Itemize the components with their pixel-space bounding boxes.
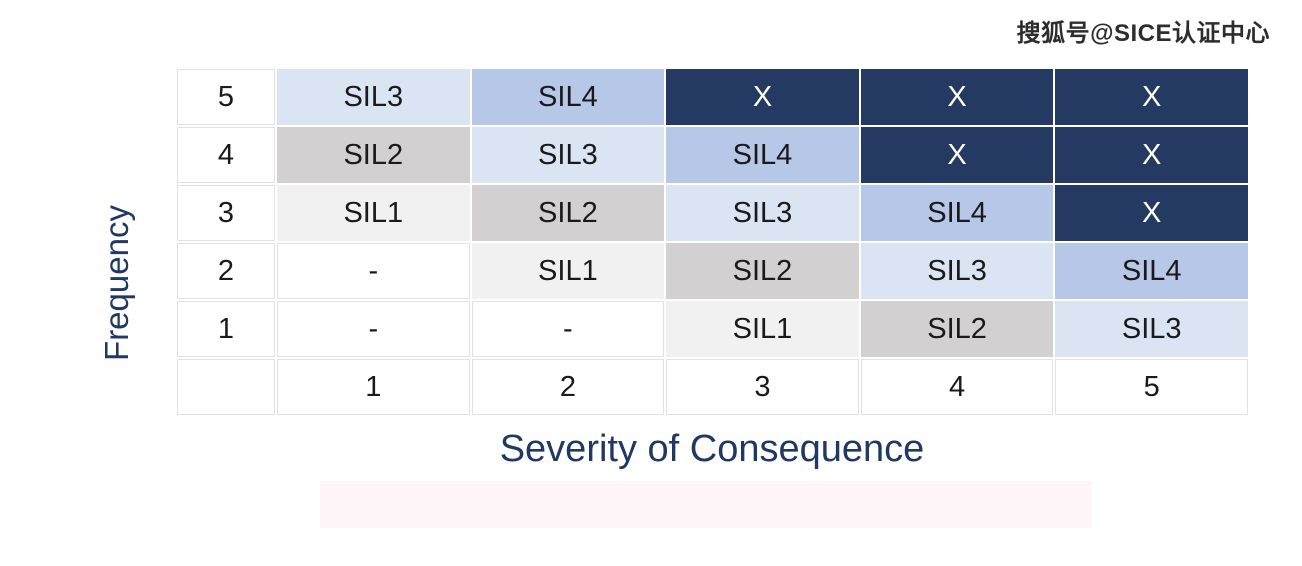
column-label: 4 bbox=[860, 359, 1054, 415]
matrix-cell: SIL2 bbox=[666, 243, 859, 299]
matrix-cell: SIL3 bbox=[860, 243, 1054, 299]
matrix-cell: SIL3 bbox=[277, 69, 470, 125]
matrix-cell: X bbox=[860, 127, 1054, 183]
matrix-cell: X bbox=[666, 69, 859, 125]
matrix-cell: SIL2 bbox=[277, 127, 470, 183]
matrix-cell: SIL2 bbox=[471, 185, 665, 241]
row-label: 5 bbox=[177, 69, 275, 125]
row-label: 1 bbox=[177, 301, 275, 357]
matrix-cell: - bbox=[277, 301, 470, 357]
matrix-cell: SIL3 bbox=[471, 127, 665, 183]
risk-matrix: 5 SIL3 SIL4 X X X 4 SIL2 SIL3 SIL4 X X 3 SIL1 SIL2 SIL3… bbox=[177, 69, 1248, 415]
matrix-cell: SIL4 bbox=[666, 127, 859, 183]
matrix-cell: SIL4 bbox=[860, 185, 1054, 241]
matrix-cell: X bbox=[1055, 127, 1248, 183]
matrix-cell: X bbox=[1055, 185, 1248, 241]
column-label: 1 bbox=[277, 359, 470, 415]
matrix-cell: SIL1 bbox=[471, 243, 665, 299]
watermark-text: 搜狐号@SICE认证中心 bbox=[1016, 20, 1270, 47]
matrix-cell: - bbox=[277, 243, 470, 299]
row-label: 4 bbox=[177, 127, 275, 183]
row-label: 3 bbox=[177, 185, 275, 241]
matrix-cell: SIL1 bbox=[277, 185, 470, 241]
matrix-cell: X bbox=[860, 69, 1054, 125]
matrix-cell: SIL3 bbox=[666, 185, 859, 241]
x-axis-label: Severity of Consequence bbox=[499, 428, 925, 470]
matrix-cell: SIL4 bbox=[1055, 243, 1248, 299]
y-axis-label: Frequency bbox=[98, 205, 135, 361]
row-label: 2 bbox=[177, 243, 275, 299]
column-label: 2 bbox=[471, 359, 665, 415]
column-label: 5 bbox=[1055, 359, 1248, 415]
watermark-strip bbox=[320, 481, 1092, 528]
matrix-cell: SIL1 bbox=[666, 301, 859, 357]
corner-cell bbox=[177, 359, 275, 415]
matrix-cell: X bbox=[1055, 69, 1248, 125]
matrix-cell: SIL2 bbox=[860, 301, 1054, 357]
matrix-cell: SIL4 bbox=[471, 69, 665, 125]
matrix-cell: SIL3 bbox=[1055, 301, 1248, 357]
matrix-cell: - bbox=[471, 301, 665, 357]
column-label: 3 bbox=[666, 359, 859, 415]
